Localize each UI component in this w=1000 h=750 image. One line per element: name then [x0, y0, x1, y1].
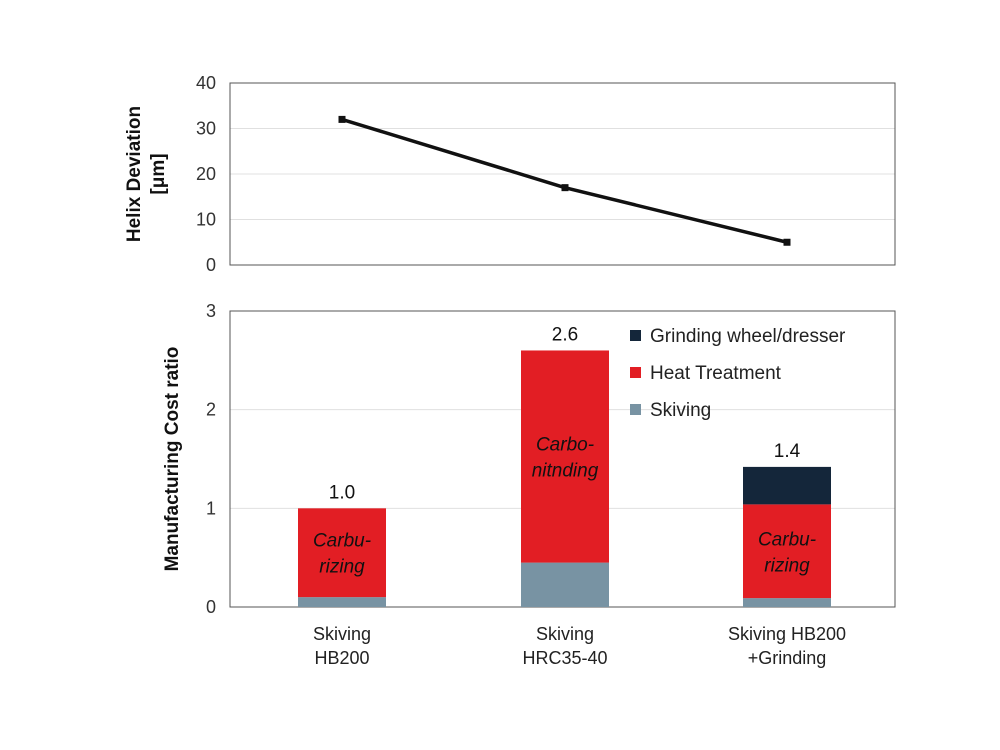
legend: Grinding wheel/dresser Heat Treatment Skiv…: [630, 326, 846, 421]
y-tick-label: 2: [206, 400, 216, 420]
bar-segment-heat-treatment: [298, 508, 386, 598]
data-label: 2.6: [552, 324, 578, 345]
segment-label: rizing: [319, 557, 365, 578]
bar-segment-skiving: [521, 562, 609, 607]
y-axis-label: Helix Deviation [μm]: [124, 106, 169, 242]
bar-segment-heat-treatment: [521, 350, 609, 563]
segment-label: Carbu-: [313, 531, 371, 552]
y-axis-label: Manufacturing Cost ratio: [162, 347, 183, 572]
data-point: [338, 115, 346, 123]
bar-segment-skiving: [743, 598, 831, 607]
data-label: 1.4: [774, 441, 801, 462]
legend-swatch: [630, 367, 641, 378]
y-axis-label-line: [μm]: [148, 153, 169, 194]
y-tick-label: 40: [196, 73, 216, 93]
y-tick-label: 0: [206, 597, 216, 617]
data-point: [561, 184, 569, 192]
x-tick-label: HB200: [314, 648, 369, 668]
legend-label: Heat Treatment: [650, 363, 782, 384]
series-line: [341, 117, 788, 244]
x-tick-label: HRC35-40: [522, 648, 607, 668]
legend-swatch: [630, 404, 641, 415]
data-label: 1.0: [329, 482, 355, 503]
x-tick-label: +Grinding: [748, 648, 827, 668]
data-point: [783, 238, 791, 246]
y-tick-label: 30: [196, 119, 216, 139]
y-tick-label: 3: [206, 301, 216, 321]
x-tick-label: Skiving HB200: [728, 624, 846, 644]
y-axis-label-line: Helix Deviation: [124, 106, 145, 242]
plot-frame-top: [229, 82, 896, 266]
bar-segment-heat-treatment: [743, 504, 831, 599]
bar-segment-grinding-wheel-dresser: [743, 466, 831, 505]
legend-swatch: [630, 330, 641, 341]
y-tick-label: 0: [206, 255, 216, 275]
x-tick-label: Skiving: [536, 624, 594, 644]
y-tick-label: 10: [196, 210, 216, 230]
y-tick-label: 1: [206, 498, 216, 518]
segment-label: Carbo-: [536, 435, 594, 456]
bar-segment-skiving: [298, 597, 386, 607]
segment-label: nitnding: [532, 461, 599, 482]
y-axis-label-line: Manufacturing Cost ratio: [162, 347, 183, 572]
segment-label: rizing: [764, 555, 810, 576]
legend-label: Skiving: [650, 400, 711, 421]
y-tick-label: 20: [196, 164, 216, 184]
segment-label: Carbu-: [758, 529, 816, 550]
legend-label: Grinding wheel/dresser: [650, 326, 846, 347]
x-tick-label: Skiving: [313, 624, 371, 644]
